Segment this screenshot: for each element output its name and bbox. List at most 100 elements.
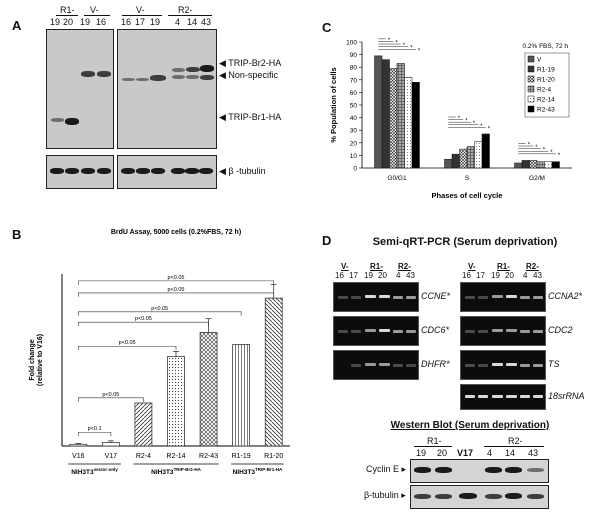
blot-band: [414, 467, 431, 473]
panel-a-group-r1: R1-: [60, 5, 75, 15]
panel-a-lane-label: 20: [63, 17, 74, 27]
cc-y-tick-label: 0: [353, 166, 357, 173]
wb-blot-cyclin-e: [410, 459, 549, 483]
significance-bracket: [77, 292, 275, 297]
blot-band: [200, 75, 214, 80]
gel-band: [492, 295, 503, 298]
cc-legend-swatch: [527, 105, 535, 113]
gel-band: [492, 329, 503, 332]
panel-a-group-line: [122, 15, 162, 16]
cc-bar: [521, 160, 530, 169]
cc-sig-star: *: [465, 119, 468, 125]
pcr-lane-label: 20: [505, 271, 514, 280]
cc-legend-label: R1-20: [537, 77, 555, 84]
blot-band: [185, 168, 199, 174]
gel-band: [379, 295, 390, 298]
wb-group-r2: R2-: [508, 436, 523, 446]
significance-bracket: [77, 431, 112, 437]
pcr-lane-label: 17: [349, 271, 358, 280]
cc-xlabel: Phases of cell cycle: [432, 191, 503, 200]
cc-legend-swatch: [527, 55, 535, 63]
significance-label: p<0.05: [135, 316, 152, 322]
brdu-chart: BrdU Assay, 5000 cells (0.2%FBS, 72 h) Fo…: [29, 229, 290, 476]
cc-bar: [451, 153, 460, 169]
cc-x-tick-label: S: [465, 175, 470, 182]
pcr-group-r2-right: R2-: [526, 262, 539, 271]
brdu-ylabel-line1: Fold change: [29, 339, 36, 380]
cc-bar: [404, 77, 413, 169]
blot-band: [81, 168, 95, 174]
blot-band: [505, 493, 522, 499]
significance-bracket: [77, 345, 177, 351]
panel-a-group-line: [84, 15, 110, 16]
gel-band: [365, 363, 376, 366]
gel-band: [533, 330, 543, 333]
cc-sig-star: *: [410, 46, 413, 52]
brdu-bar: [264, 297, 283, 447]
blot-band: [200, 65, 214, 72]
blot-band: [51, 118, 64, 122]
blot-band: [151, 168, 165, 174]
cc-ylabel: % Population of cells: [329, 67, 338, 142]
blot-band: [435, 494, 452, 499]
panel-a-lane-label: 14: [187, 17, 198, 27]
pcr-lane-label: 17: [476, 271, 485, 280]
gel-band: [520, 330, 530, 333]
cc-legend-label: V: [537, 57, 542, 64]
wb-lane-label: 43: [528, 448, 539, 458]
gel-band: [406, 296, 416, 299]
cc-legend-swatch: [527, 95, 535, 103]
gel-band: [492, 395, 503, 398]
brdu-x-tick-label: R1-19: [232, 453, 251, 460]
blot-band: [136, 168, 150, 174]
gel-band: [506, 295, 517, 298]
blot-band: [172, 75, 185, 79]
gel-band: [351, 364, 361, 367]
pcr-group-r1: R1-: [370, 262, 383, 271]
gel-band: [379, 363, 390, 366]
pcr-gel-18s: [460, 384, 546, 410]
blot-band: [122, 78, 135, 81]
pcr-lane-label: 43: [406, 271, 415, 280]
cc-bar: [459, 148, 468, 169]
label-nonspecific-text: Non-specific: [228, 70, 278, 80]
cc-sig-star: *: [543, 148, 546, 154]
gel-band: [465, 395, 475, 398]
cc-sig-star: *: [550, 150, 553, 156]
gel-band: [406, 330, 416, 333]
pcr-gel-cdc6: [333, 316, 419, 346]
blot-band: [485, 467, 502, 473]
cc-y-tick-label: 30: [350, 128, 358, 135]
panel-a-group-v: V-: [90, 5, 99, 15]
pcr-group-r1-right: R1-: [497, 262, 510, 271]
brdu-bar: [69, 443, 88, 447]
gel-band: [506, 363, 517, 366]
gel-band: [351, 296, 361, 299]
cc-sig-star: *: [528, 142, 531, 148]
panel-a-group-r2: R2-: [178, 5, 193, 15]
brdu-bar: [167, 356, 185, 447]
blot-band: [65, 168, 79, 174]
cc-bar: [396, 63, 405, 169]
cc-x-tick-label: G2/M: [529, 175, 545, 182]
gel-band: [520, 296, 530, 299]
cc-sig-star: *: [395, 40, 398, 46]
brdu-x-tick-label: R2-14: [166, 453, 185, 460]
blot-band: [186, 75, 199, 79]
gel-band: [533, 395, 543, 398]
cc-y-tick-label: 40: [350, 115, 358, 122]
cc-bar: [466, 146, 475, 169]
gene-label-ccna2: CCNA2*: [548, 291, 583, 301]
brdu-group-label: NIH3T3TRIP-Br1-HA: [233, 467, 283, 476]
gel-band: [338, 296, 348, 299]
pcr-group-v: V-: [341, 262, 349, 271]
cc-y-tick-label: 80: [350, 65, 358, 72]
panel-a-lane-label: 19: [80, 17, 91, 27]
panel-a-lane-label: 17: [135, 17, 146, 27]
cc-sig-star: *: [418, 48, 421, 54]
gel-band: [478, 364, 488, 367]
significance-label: p<0.05: [168, 275, 185, 281]
cell-cycle-chart: 0 10 20 30 40 50 60 70 80 90 100 % Population of ce…: [329, 38, 572, 200]
wb-title: Western Blot (Serum deprivation): [390, 420, 550, 431]
cc-sig-star: *: [458, 116, 461, 122]
